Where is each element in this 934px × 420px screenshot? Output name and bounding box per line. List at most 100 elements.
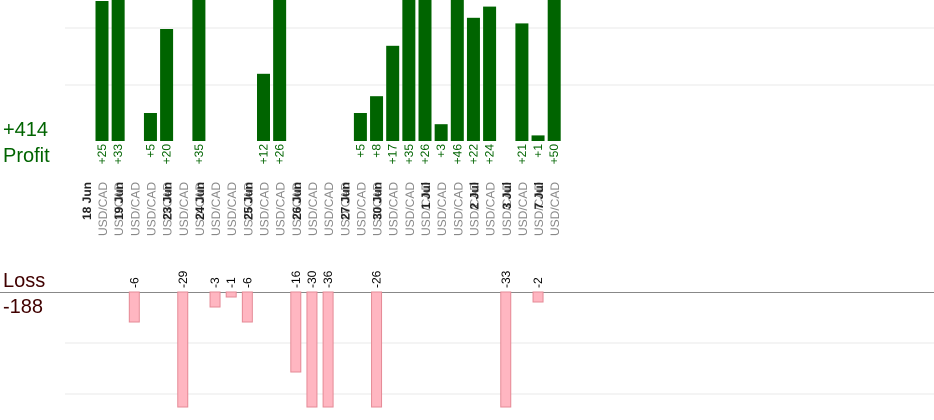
pair-label: USD/CAD [500, 182, 514, 236]
date-label: 25 Jun [241, 182, 255, 220]
profit-bar [547, 0, 561, 141]
profit-value-label: +35 [402, 144, 416, 165]
profit-value-label: +33 [111, 144, 125, 165]
profit-bar [143, 113, 157, 141]
loss-bar [532, 291, 544, 303]
loss-bar [209, 291, 221, 308]
date-label: 3 Jul [500, 182, 514, 209]
profit-bar [111, 0, 125, 141]
profit-value-label: +24 [483, 144, 497, 165]
loss-value-label: -6 [240, 277, 254, 288]
loss-bars: -6 -29 -3 -1 -6 -16 -30 -36 -26 -33 -2 [127, 270, 545, 408]
profit-value-label: +22 [466, 144, 480, 165]
pair-label: USD/CAD [128, 182, 142, 236]
profit-bar [160, 29, 174, 141]
profit-value-label: +5 [143, 144, 157, 158]
loss-value-label: -33 [499, 270, 513, 288]
loss-bar [177, 291, 189, 408]
profit-bar [434, 124, 448, 141]
profit-bar [370, 96, 384, 141]
profit-bar [95, 1, 109, 141]
profit-bar [466, 17, 480, 141]
profit-value-label: +1 [531, 144, 545, 158]
pair-label: USD/CAD [354, 182, 368, 236]
date-label: 2 Jul [467, 182, 481, 209]
loss-bar [322, 291, 334, 408]
pair-label: USD/CAD [225, 182, 239, 236]
loss-bar [128, 291, 140, 323]
loss-bar [500, 291, 512, 408]
profit-bar [450, 0, 464, 141]
profit-value-label: +8 [370, 144, 384, 158]
profit-value-label: +35 [192, 144, 206, 165]
loss-value-label: -3 [208, 277, 222, 288]
pair-label: USD/CAD [516, 182, 530, 236]
loss-bar [371, 291, 383, 408]
date-label: 23 Jun [161, 182, 175, 220]
profit-bars: +25 +33 +5 +20 +35 +12 +26 +5 +8 +17 +35 +26 +3 +46 +2… [95, 0, 561, 164]
pair-label: USD/CAD [209, 182, 223, 236]
date-label: 26 Jun [290, 182, 304, 220]
pair-label: USD/CAD [467, 182, 481, 236]
pair-label: USD/CAD [435, 182, 449, 236]
loss-label: Loss [3, 270, 46, 292]
pair-label: USD/CAD [403, 182, 417, 236]
loss-value-label: -2 [531, 277, 545, 288]
profit-bar [353, 113, 367, 141]
date-label: 1 Jul [419, 182, 433, 209]
pair-label: USD/CAD [338, 182, 352, 236]
loss-bar [306, 291, 318, 408]
loss-bar [290, 291, 302, 373]
pair-label: USD/CAD [419, 182, 433, 236]
pair-label: USD/CAD [274, 182, 288, 236]
loss-value-label: -26 [370, 270, 384, 288]
date-label: 27 Jun [338, 182, 352, 220]
profit-bar [483, 6, 497, 141]
date-label: 30 Jun [371, 182, 385, 220]
loss-total: -188 [3, 296, 44, 318]
profit-value-label: +25 [95, 144, 109, 165]
profit-bar [515, 23, 529, 141]
loss-value-label: -30 [305, 270, 319, 288]
profit-value-label: +26 [418, 144, 432, 165]
pair-label: USD/CAD [322, 182, 336, 236]
profit-value-label: +17 [386, 144, 400, 165]
pair-label: USD/CAD [144, 182, 158, 236]
pair-label: USD/CAD [241, 182, 255, 236]
loss-bar [225, 291, 237, 298]
pair-label: USD/CAD [451, 182, 465, 236]
pair-label: USD/CAD [258, 182, 272, 236]
gridlines [0, 27, 934, 395]
profit-bar [192, 0, 206, 141]
profit-value-label: +20 [160, 144, 174, 165]
pair-label: USD/CAD [548, 182, 562, 236]
pair-label: USD/CAD [371, 182, 385, 236]
pair-label: USD/CAD [290, 182, 304, 236]
pair-label: USD/CAD [177, 182, 191, 236]
pair-label: USD/CAD [96, 182, 110, 236]
profit-value-label: +26 [273, 144, 287, 165]
date-label: 7 Jul [532, 182, 546, 209]
pair-label: USD/CAD [532, 182, 546, 236]
loss-value-label: -36 [321, 270, 335, 288]
date-label: 18 Jun [80, 182, 94, 220]
pair-label: USD/CAD [306, 182, 320, 236]
profit-bar [402, 0, 416, 141]
date-label: 19 Jun [112, 182, 126, 220]
loss-value-label: -1 [224, 277, 238, 288]
pair-label: USD/CAD [161, 182, 175, 236]
pair-label: USD/CAD [484, 182, 498, 236]
profit-bar [273, 0, 287, 141]
loss-bar [241, 291, 253, 323]
profit-value-label: +5 [353, 144, 367, 158]
profit-value-label: +3 [434, 144, 448, 158]
profit-total: +414 [3, 119, 49, 141]
loss-value-label: -6 [127, 277, 141, 288]
pair-label: USD/CAD [193, 182, 207, 236]
profit-bar [531, 135, 545, 141]
date-label: 24 Jun [193, 182, 207, 220]
profit-value-label: +12 [257, 144, 271, 165]
pair-label: USD/CAD [387, 182, 401, 236]
